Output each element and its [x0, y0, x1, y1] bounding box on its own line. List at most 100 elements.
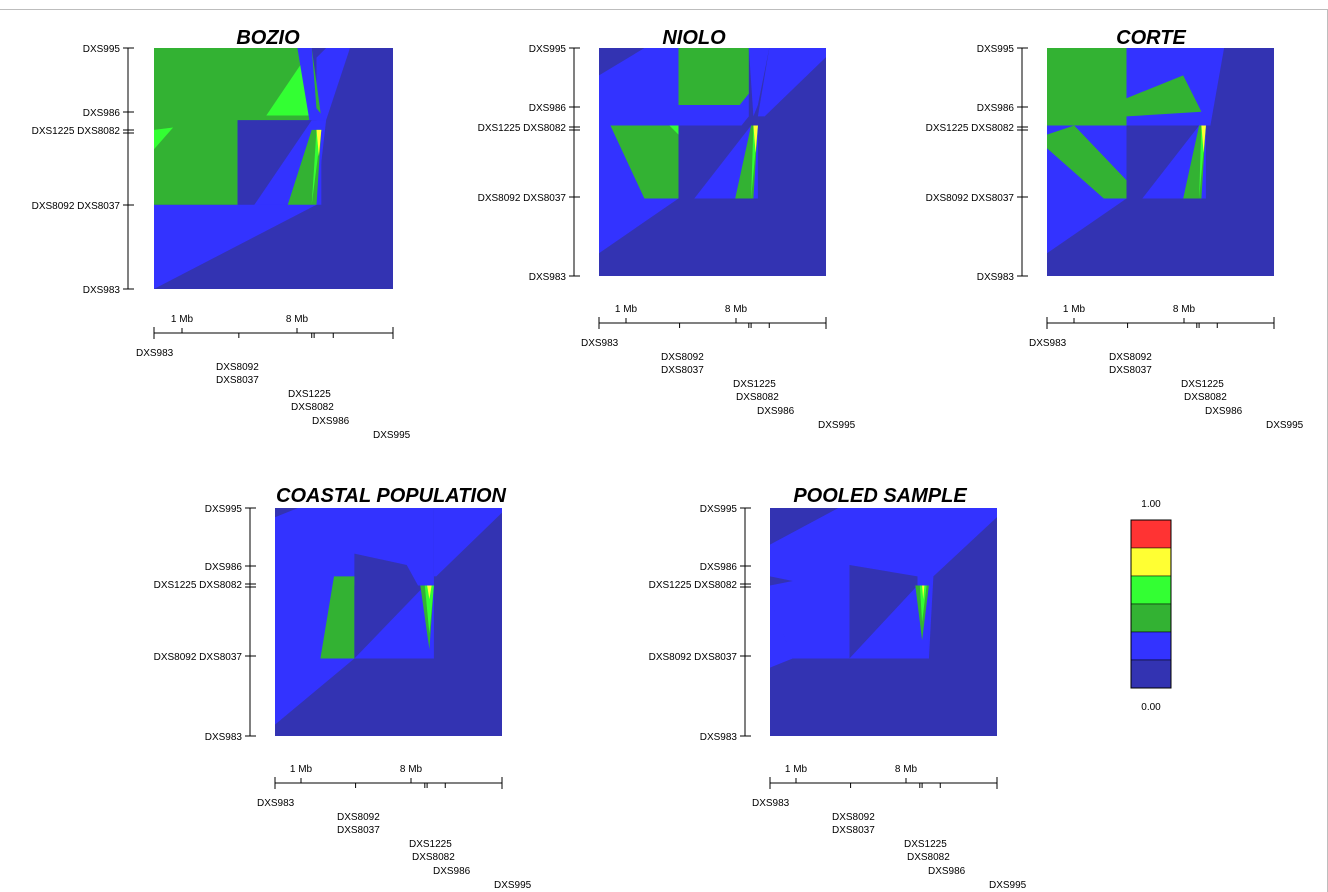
heatmap-region	[237, 120, 312, 205]
chart-panel: BOZIO DXS995 DXS986 DXS1225 DXS8082 DXS8092 …	[32, 27, 411, 441]
heatmap-region	[154, 48, 322, 205]
scale-marker-label: DXS8037	[661, 365, 704, 376]
chart-title: NIOLO	[662, 27, 726, 49]
scale-marker-label: DXS8082	[907, 852, 950, 863]
heatmap-region	[849, 585, 929, 659]
chart-panel: POOLED SAMPLE DXS995 DXS986 DXS1225 DXS8082…	[649, 485, 1027, 891]
marker-label: DXS986	[83, 108, 121, 119]
scale-marker-label: DXS983	[1029, 338, 1067, 349]
scale-marker-label: DXS995	[989, 880, 1027, 891]
heatmap	[154, 48, 393, 289]
heatmap-region	[1047, 198, 1127, 254]
scale-label-1mb: 1 Mb	[290, 764, 313, 775]
scale-marker-label: DXS986	[928, 866, 966, 877]
scale-marker-label: DXS983	[752, 798, 790, 809]
scale-label-8mb: 8 Mb	[895, 764, 918, 775]
heatmap	[1047, 48, 1274, 276]
heatmap	[599, 48, 826, 276]
scale-marker-label: DXS8037	[832, 825, 875, 836]
chart-title: COASTAL POPULATION	[276, 485, 507, 507]
scale-marker-label: DXS8092	[216, 362, 259, 373]
scale-marker-label: DXS995	[818, 420, 856, 431]
heatmap-region	[433, 508, 502, 577]
marker-label: DXS1225 DXS8082	[478, 123, 567, 134]
chart-title: BOZIO	[236, 27, 300, 49]
heatmap-region	[678, 48, 749, 105]
marker-label: DXS983	[700, 732, 738, 743]
heatmap-region	[154, 127, 174, 150]
scale-label-8mb: 8 Mb	[1173, 304, 1196, 315]
scale-marker-label: DXS986	[1205, 406, 1243, 417]
scale-label-1mb: 1 Mb	[1063, 304, 1086, 315]
marker-label: DXS983	[205, 732, 243, 743]
legend-swatch	[1130, 575, 1172, 605]
scale-label-8mb: 8 Mb	[400, 764, 423, 775]
scale-marker-label: DXS8082	[291, 402, 334, 413]
heatmap-region	[354, 585, 425, 659]
legend-max-label: 1.00	[1141, 499, 1161, 510]
marker-label: DXS983	[977, 272, 1015, 283]
marker-label: DXS995	[83, 44, 121, 55]
scale-marker-label: DXS1225	[288, 389, 331, 400]
heatmap-region	[1126, 75, 1202, 117]
heatmap-region	[922, 585, 925, 600]
heatmap-region	[1047, 48, 1127, 126]
marker-label: DXS995	[205, 504, 243, 515]
heatmap-region	[770, 576, 793, 586]
scale-label-1mb: 1 Mb	[785, 764, 808, 775]
marker-label: DXS986	[977, 103, 1015, 114]
scale-marker-label: DXS8037	[216, 375, 259, 386]
scale-marker-label: DXS1225	[1181, 379, 1224, 390]
heatmap-region	[770, 508, 839, 545]
marker-label: DXS983	[529, 272, 567, 283]
chart-panel: COASTAL POPULATION DXS995 DXS986 DXS1225 DX…	[154, 485, 532, 891]
heatmap	[275, 508, 502, 736]
marker-label: DXS995	[700, 504, 738, 515]
marker-label: DXS1225 DXS8082	[154, 580, 243, 591]
scale-marker-label: DXS1225	[904, 839, 947, 850]
figure-top-border	[0, 9, 1328, 10]
heatmap-region	[266, 55, 312, 116]
legend-frame	[1130, 519, 1172, 689]
scale-marker-label: DXS983	[581, 338, 619, 349]
scale-marker-label: DXS8092	[1109, 352, 1152, 363]
scale-marker-label: DXS8092	[832, 812, 875, 823]
marker-label: DXS986	[700, 562, 738, 573]
scale-marker-label: DXS1225	[733, 379, 776, 390]
chart-panel: CORTE DXS995 DXS986 DXS1225 DXS8082 DXS8092 …	[926, 27, 1304, 431]
heatmap-region	[753, 125, 758, 153]
marker-label: DXS995	[977, 44, 1015, 55]
chart-title: POOLED SAMPLE	[793, 485, 967, 507]
marker-label: DXS986	[529, 103, 567, 114]
heatmap-region	[275, 508, 298, 518]
marker-label: DXS8092 DXS8037	[154, 652, 243, 663]
heatmap-region	[748, 48, 770, 117]
scale-marker-label: DXS995	[494, 880, 532, 891]
heatmap-region	[678, 125, 752, 199]
scale-marker-label: DXS8037	[1109, 365, 1152, 376]
marker-label: DXS8092 DXS8037	[926, 193, 1015, 204]
heatmap-region	[424, 585, 434, 634]
legend-swatch	[1130, 659, 1172, 689]
heatmap-region	[320, 576, 355, 659]
scale-marker-label: DXS986	[757, 406, 795, 417]
marker-label: DXS1225 DXS8082	[649, 580, 738, 591]
scale-marker-label: DXS983	[257, 798, 295, 809]
legend-swatch	[1130, 603, 1172, 633]
heatmap-region	[427, 585, 432, 600]
scale-label-1mb: 1 Mb	[615, 304, 638, 315]
marker-label: DXS8092 DXS8037	[478, 193, 567, 204]
heatmap-region	[1201, 125, 1206, 153]
marker-label: DXS983	[83, 285, 121, 296]
scale-marker-label: DXS995	[1266, 420, 1304, 431]
heatmap-region	[919, 585, 927, 622]
heatmap-region	[599, 198, 679, 254]
chart-panel: NIOLO DXS995 DXS986 DXS1225 DXS8082 DXS8092 …	[478, 27, 856, 431]
scale-marker-label: DXS995	[373, 430, 411, 441]
heatmap-region	[770, 599, 793, 668]
marker-label: DXS995	[529, 44, 567, 55]
scale-marker-label: DXS8092	[661, 352, 704, 363]
legend-swatch	[1130, 519, 1172, 549]
scale-label-8mb: 8 Mb	[286, 314, 309, 325]
marker-label: DXS8092 DXS8037	[32, 201, 121, 212]
